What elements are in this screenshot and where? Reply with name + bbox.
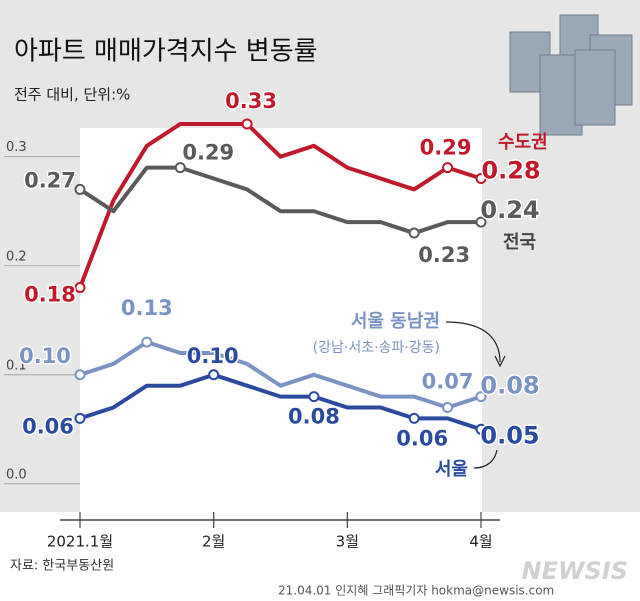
point [475,423,487,435]
point [442,402,454,414]
data-label: 0.23 [418,243,470,267]
source: 자료: 한국부동산원 [10,559,114,574]
data-label: 0.29 [420,136,472,160]
point [408,412,420,424]
data-label: 0.28 [481,157,540,185]
point [74,282,86,294]
data-label: 0.27 [24,168,76,192]
chart-subtitle: 전주 대비, 단위:% [14,86,130,104]
point [74,369,86,381]
x-tick-label: 2월 [202,533,225,551]
x-tick-label: 4월 [469,533,492,551]
point [74,412,86,424]
data-label: 0.33 [225,89,277,113]
data-label: 0.10 [187,344,239,368]
y-tick-label: 0.3 [6,140,27,155]
credit: 21.04.01 인지혜 그래픽기자 hokma@newsis.com [278,584,554,598]
logo: NEWSIS [522,557,628,585]
data-label: 0.07 [422,370,474,394]
data-label: 0.10 [19,344,71,368]
y-tick-label: 0.2 [6,249,27,264]
buildings [509,14,633,136]
data-label: 0.06 [22,414,74,438]
point [208,369,220,381]
x-tick-label: 3월 [336,533,359,551]
x-tick-label: 2021.1월 [47,533,113,551]
point [308,391,320,403]
data-label: 0.06 [396,426,448,450]
data-label: 0.24 [480,196,539,224]
arrow [445,321,501,363]
data-label: 0.08 [480,372,539,400]
point [241,118,253,130]
data-label: 0.05 [480,421,539,449]
legend-label: 수도권 [498,132,548,153]
data-label: 0.08 [288,405,340,429]
point [475,391,487,403]
data-label: 0.13 [121,296,173,320]
chart-title: 아파트 매매가격지수 변동률 [14,37,318,67]
y-tick-label: 0.0 [6,467,27,482]
legend-note: (강남·서초·송파·강동) [313,340,440,356]
plot-area [80,128,482,512]
point [475,216,487,228]
point [475,173,487,185]
legend-label: 서울 동남권 [351,311,440,332]
legend-label: 서울 [435,459,468,480]
point [74,183,86,195]
y-tick-label: 0.1 [6,358,27,373]
arrow [473,449,498,469]
legend-label: 전국 [503,232,536,253]
point [141,336,153,348]
point [174,162,186,174]
series-line [78,122,482,289]
data-label: 0.18 [24,283,76,307]
point [408,227,420,239]
data-label: 0.29 [182,141,234,165]
point [442,162,454,174]
arrow-head [494,355,506,368]
